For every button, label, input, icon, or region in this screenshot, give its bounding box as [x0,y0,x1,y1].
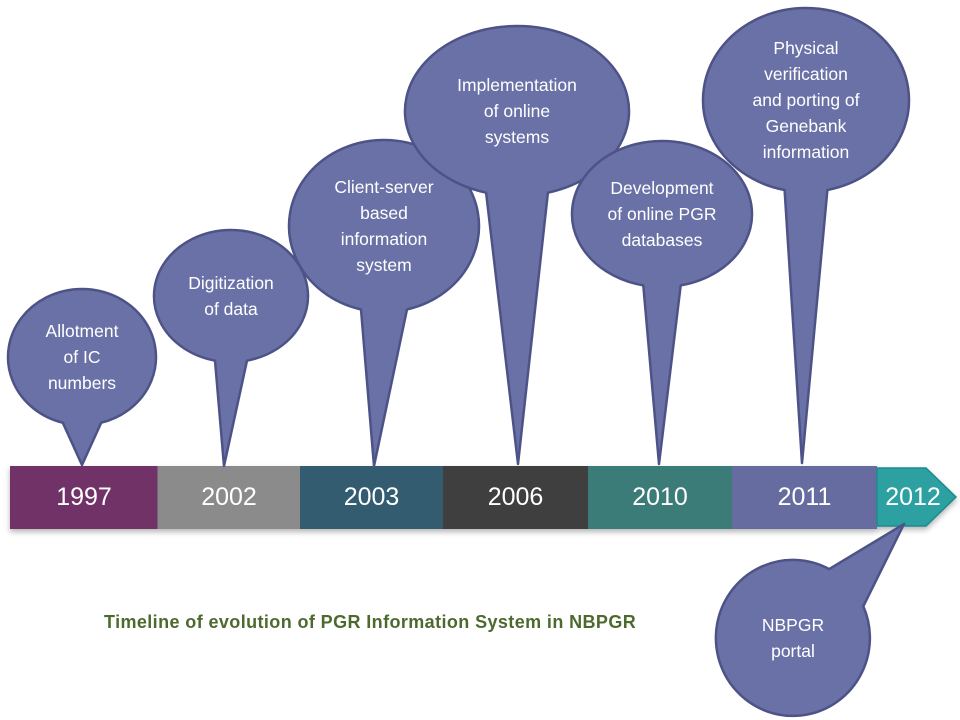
balloon-client-server-system [287,138,481,468]
timeline-segment-2003 [300,466,443,529]
timeline-segment-1997 [10,466,158,529]
balloon-nbpgr-portal [714,522,906,718]
timeline-segment-2006 [443,466,588,529]
timeline-bar [10,466,958,529]
timeline-segment-2002 [157,466,300,529]
timeline-segment-2011 [732,466,877,529]
balloon-genebank-verification [701,6,911,465]
timeline-segment-2010 [588,466,732,529]
balloon-online-pgr-databases [570,139,754,466]
timeline-arrow-2012 [876,467,958,527]
balloon-allotment-ic-numbers [6,287,158,467]
balloon-digitization-of-data [152,228,310,468]
slide-caption: Timeline of evolution of PGR Information… [104,612,637,632]
